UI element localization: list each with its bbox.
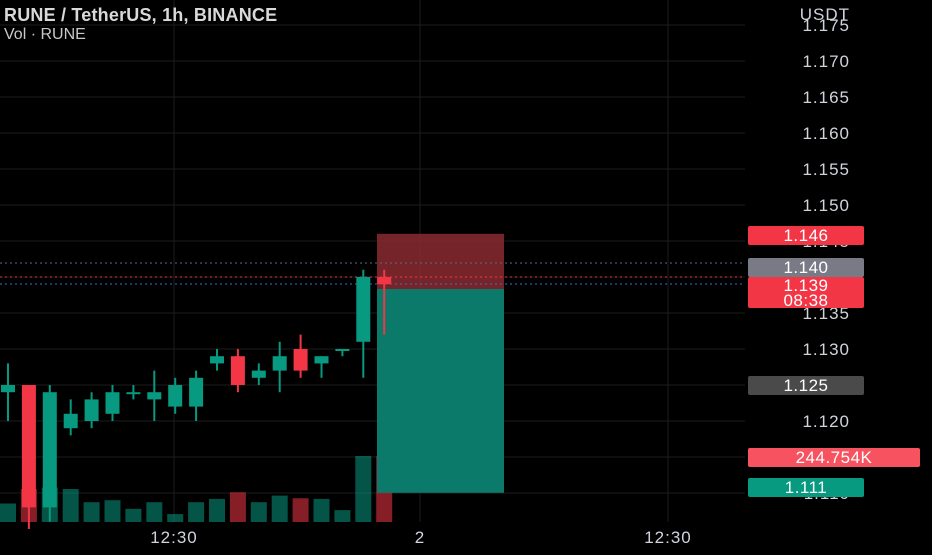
short-position-tool[interactable] [377,233,504,493]
candle-body [21,385,36,508]
candle-body [126,392,141,395]
candle-body [377,277,392,285]
price-tick-label: 1.175 [802,16,850,35]
candle-body [210,356,224,364]
price-tick-label: 1.150 [802,196,850,215]
price-tick-label: 1.160 [802,124,850,143]
candle-body [251,370,266,378]
volume-bar [313,498,330,522]
stop-loss-tag: 1.146 [748,226,864,245]
level-tag: 1.125 [748,376,864,395]
volume-bar [188,502,205,522]
time-tick-label: 12:30 [644,528,692,547]
price-lines [0,262,745,285]
volume-bar [271,495,288,522]
candle-body [147,392,162,400]
entry-tag: 1.140 [748,258,864,277]
reward-zone[interactable] [377,289,504,493]
candle-body [105,392,120,414]
volume-bar [229,492,246,522]
price-tick-label: 1.170 [802,52,850,71]
symbol-title[interactable]: RUNE / TetherUS, 1h, BINANCE [4,5,278,25]
countdown-timer: 08:38 [783,291,829,310]
price-tick-label: 1.130 [802,340,850,359]
candle-body [335,349,350,351]
time-tick-label: 2 [415,528,425,547]
candle-body [1,385,15,393]
candle-body [314,356,329,364]
risk-zone[interactable] [377,233,504,289]
price-tick-label: 1.165 [802,88,850,107]
candle-body [168,385,183,407]
candle-body [356,277,371,342]
volume-bars [0,456,393,522]
candles [1,269,392,529]
time-tick-label: 12:30 [150,528,198,547]
volume-bar [292,498,309,522]
volume-bar [355,456,372,522]
candle-body [42,392,57,508]
volume-bar [104,500,121,522]
volume-bar [62,489,79,522]
volume-bar [250,502,267,522]
price-tick-label: 1.120 [802,412,850,431]
volume-bar [334,510,351,522]
last-price-tag: 1.139 08:38 [748,276,864,310]
last-price-value: 1.139 [783,276,829,295]
candle-body [84,399,99,421]
volume-tag: 244.754K [748,448,920,467]
volume-bar [0,503,16,522]
candle-body [230,356,245,385]
volume-bar [146,502,163,522]
target-tag: 1.111 [748,478,864,497]
price-tick-label: 1.155 [802,160,850,179]
price-tick-label: 1.135 [802,304,850,323]
currency-label: USDT [800,5,850,24]
grid-lines [0,0,745,522]
candle-body [63,413,78,429]
candle-body [293,349,308,371]
volume-bar [83,502,100,522]
volume-bar [125,508,142,522]
chart-legend: RUNE / TetherUS, 1h, BINANCE Vol · RUNE [4,4,277,44]
volume-bar [167,514,184,522]
volume-bar [209,498,225,522]
candle-body [189,377,204,407]
candle-body [272,356,287,371]
volume-label[interactable]: Vol · RUNE [4,26,86,43]
